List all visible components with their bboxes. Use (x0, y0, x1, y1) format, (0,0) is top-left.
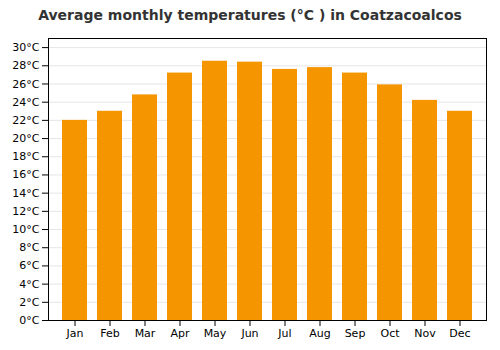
svg-text:Jan: Jan (66, 327, 84, 340)
svg-text:14°C: 14°C (12, 187, 39, 200)
svg-text:18°C: 18°C (12, 150, 39, 163)
svg-text:Nov: Nov (414, 327, 436, 340)
svg-text:Oct: Oct (380, 327, 400, 340)
svg-text:26°C: 26°C (12, 78, 39, 91)
svg-text:Sep: Sep (345, 327, 366, 340)
svg-text:20°C: 20°C (12, 132, 39, 145)
svg-text:0°C: 0°C (19, 314, 39, 327)
svg-text:24°C: 24°C (12, 96, 39, 109)
svg-text:May: May (204, 327, 227, 340)
svg-text:28°C: 28°C (12, 59, 39, 72)
svg-text:4°C: 4°C (19, 278, 39, 291)
svg-text:2°C: 2°C (19, 296, 39, 309)
svg-text:Jun: Jun (240, 327, 258, 340)
svg-text:30°C: 30°C (12, 41, 39, 54)
svg-text:Aug: Aug (309, 327, 330, 340)
svg-text:Jul: Jul (277, 327, 291, 340)
svg-text:8°C: 8°C (19, 241, 39, 254)
svg-text:16°C: 16°C (12, 168, 39, 181)
svg-text:10°C: 10°C (12, 223, 39, 236)
svg-text:22°C: 22°C (12, 114, 39, 127)
svg-text:Feb: Feb (100, 327, 119, 340)
html-text:Average monthly temperatures (: Average monthly temperatures (°C ) in Co… (38, 7, 462, 23)
svg-text:Dec: Dec (449, 327, 470, 340)
svg-text:Mar: Mar (135, 327, 156, 340)
svg-text:12°C: 12°C (12, 205, 39, 218)
svg-text:6°C: 6°C (19, 259, 39, 272)
svg-text:Apr: Apr (170, 327, 190, 340)
